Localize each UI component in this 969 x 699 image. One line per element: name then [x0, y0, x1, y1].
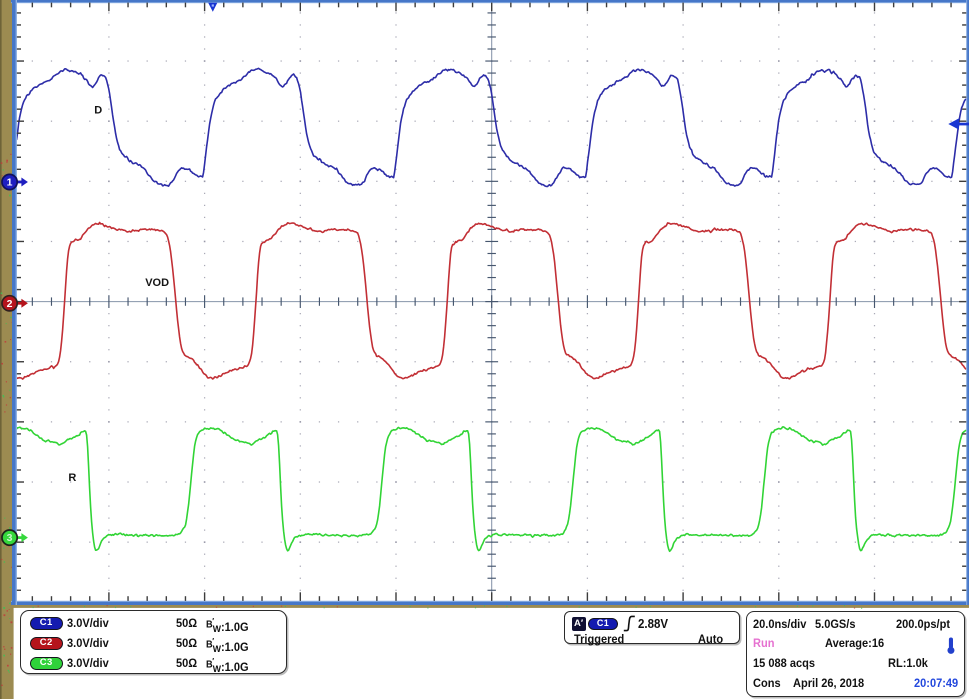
svg-text:R: R — [68, 472, 76, 484]
svg-text:3: 3 — [7, 532, 13, 544]
svg-text:VOD: VOD — [145, 277, 169, 289]
svg-text:D: D — [94, 104, 102, 116]
svg-text:1: 1 — [7, 177, 13, 189]
svg-text:2: 2 — [7, 298, 13, 310]
